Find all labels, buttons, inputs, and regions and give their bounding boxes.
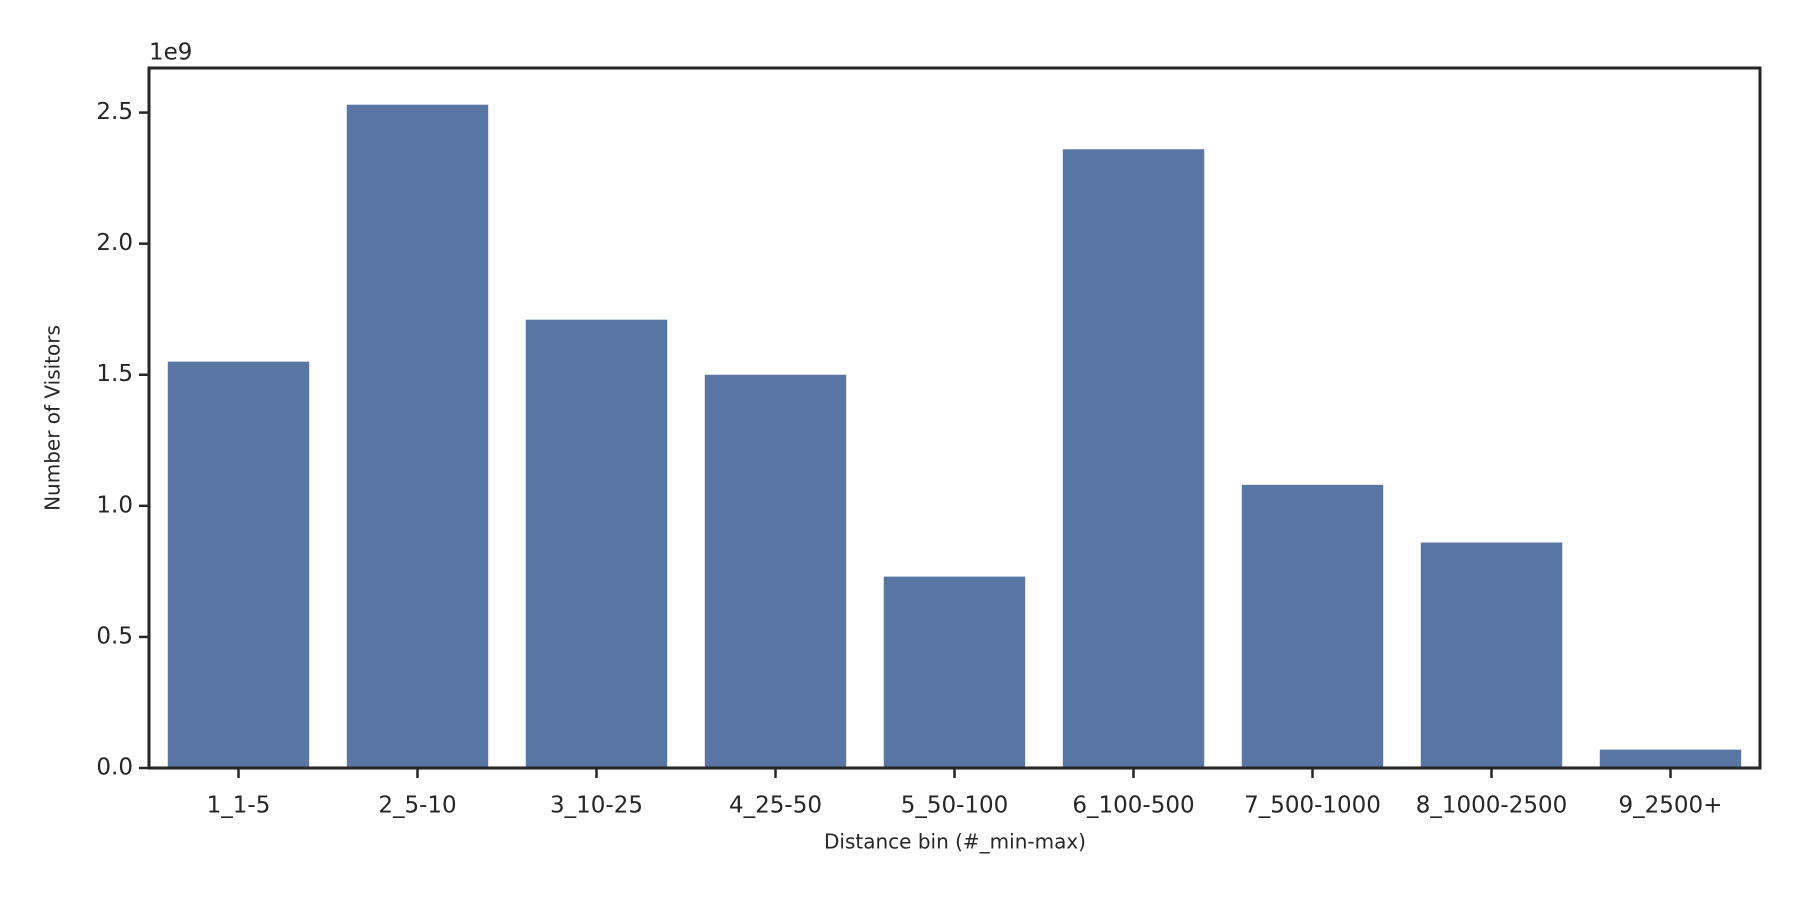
x-tick-label: 7_500-1000 bbox=[1244, 793, 1381, 819]
bar bbox=[525, 319, 668, 768]
bar bbox=[1420, 542, 1563, 768]
bar bbox=[704, 374, 847, 768]
y-tick-label: 0.0 bbox=[96, 755, 133, 781]
y-offset-label: 1e9 bbox=[149, 40, 192, 66]
x-axis-label: Distance bin (#_min-max) bbox=[824, 830, 1086, 854]
bar bbox=[1241, 484, 1384, 768]
y-tick-label: 2.5 bbox=[96, 99, 133, 125]
y-axis-label: Number of Visitors bbox=[41, 325, 65, 511]
y-tick-label: 1.0 bbox=[96, 492, 133, 518]
x-tick-label: 5_50-100 bbox=[901, 793, 1009, 819]
x-tick-label: 8_1000-2500 bbox=[1416, 793, 1568, 819]
x-tick-label: 6_100-500 bbox=[1072, 793, 1194, 819]
x-tick-label: 1_1-5 bbox=[207, 793, 271, 819]
bar bbox=[167, 361, 310, 768]
bar bbox=[1599, 749, 1742, 768]
y-tick-label: 1.5 bbox=[96, 361, 133, 387]
bar bbox=[883, 576, 1026, 768]
plot-frame bbox=[147, 66, 1762, 770]
x-tick-label: 2_5-10 bbox=[378, 793, 456, 819]
bar bbox=[346, 104, 489, 769]
x-tick-label: 3_10-25 bbox=[550, 793, 643, 819]
y-tick-label: 0.5 bbox=[96, 623, 133, 649]
x-tick-label: 9_2500+ bbox=[1619, 793, 1723, 819]
x-tick-label: 4_25-50 bbox=[729, 793, 822, 819]
bar bbox=[1062, 149, 1205, 768]
y-tick-label: 2.0 bbox=[96, 230, 133, 256]
